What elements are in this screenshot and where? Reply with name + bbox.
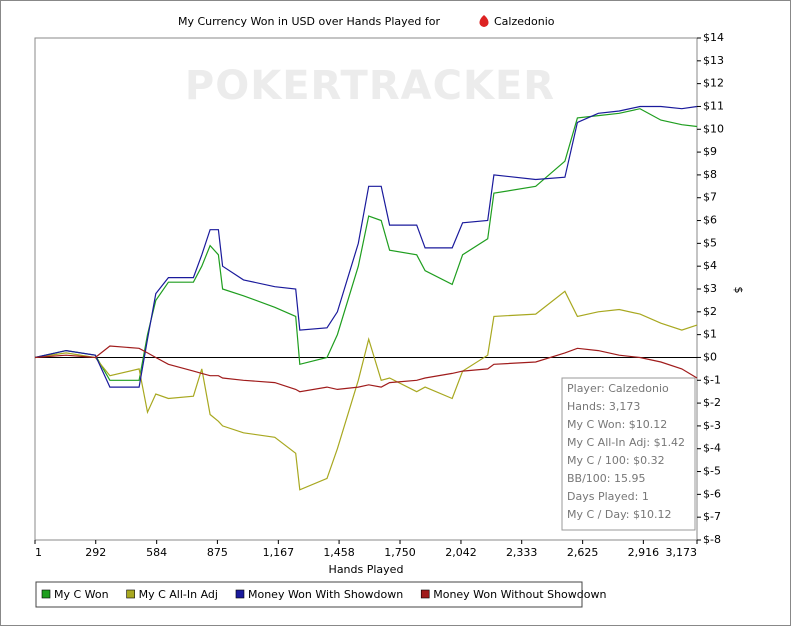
- y-tick-label: $-8: [703, 533, 721, 546]
- y-tick-label: $-1: [703, 373, 721, 386]
- y-tick-label: $-7: [703, 510, 721, 523]
- tooltip-line: Days Played: 1: [567, 490, 649, 503]
- x-tick-label: 1,458: [323, 546, 355, 559]
- y-tick-label: $-6: [703, 487, 721, 500]
- chart-title: My Currency Won in USD over Hands Played…: [178, 15, 441, 28]
- y-tick-label: $1: [703, 328, 717, 341]
- legend-swatch: [41, 589, 51, 599]
- y-tick-label: $-5: [703, 465, 721, 478]
- y-tick-label: $3: [703, 282, 717, 295]
- series-line: [34, 290, 698, 491]
- legend-label: My C All-In Adj: [139, 588, 218, 601]
- watermark: POKERTRACKER: [185, 63, 555, 109]
- y-tick-label: $5: [703, 236, 717, 249]
- y-tick-label: $11: [703, 99, 724, 112]
- x-tick-label: 2,042: [445, 546, 477, 559]
- y-tick-label: $8: [703, 168, 717, 181]
- y-tick-label: $12: [703, 77, 724, 90]
- y-tick-label: $-2: [703, 396, 721, 409]
- y-tick-label: $-3: [703, 419, 721, 432]
- y-tick-label: $6: [703, 214, 717, 227]
- y-tick-label: $2: [703, 305, 717, 318]
- legend-swatch: [420, 589, 430, 599]
- x-tick-label: 584: [146, 546, 167, 559]
- y-tick-label: $13: [703, 54, 724, 67]
- legend-label: My C Won: [54, 588, 109, 601]
- tooltip-line: My C All-In Adj: $1.42: [567, 436, 685, 449]
- y-tick-label: $7: [703, 191, 717, 204]
- spade-icon: [479, 15, 489, 27]
- x-axis-label: Hands Played: [329, 563, 404, 576]
- x-tick-label: 1,167: [263, 546, 295, 559]
- y-tick-label: $4: [703, 259, 717, 272]
- series-line: [34, 105, 698, 388]
- player-name: Calzedonio: [494, 15, 555, 28]
- y-tick-label: $-4: [703, 442, 721, 455]
- y-tick-label: $14: [703, 31, 724, 44]
- tooltip: [561, 377, 696, 531]
- x-tick-label: 2,625: [567, 546, 599, 559]
- x-tick-label: 292: [85, 546, 106, 559]
- x-tick-label: 3,173: [666, 546, 698, 559]
- x-tick-label: 2,916: [628, 546, 660, 559]
- y-tick-label: $0: [703, 350, 717, 363]
- y-tick-label: $10: [703, 122, 724, 135]
- tooltip-line: My C / Day: $10.12: [567, 508, 672, 521]
- legend-swatch: [235, 589, 245, 599]
- tooltip-line: BB/100: 15.95: [567, 472, 646, 485]
- legend-label: Money Won Without Showdown: [433, 588, 606, 601]
- legend-label: Money Won With Showdown: [248, 588, 403, 601]
- legend-swatch: [126, 589, 135, 599]
- x-tick-label: 1: [35, 546, 42, 559]
- legend: [35, 581, 583, 608]
- x-tick-label: 875: [207, 546, 228, 559]
- tooltip-line: Player: Calzedonio: [567, 382, 669, 395]
- x-tick-label: 2,333: [506, 546, 538, 559]
- tooltip-line: My C Won: $10.12: [567, 418, 667, 431]
- series-line: [34, 108, 698, 381]
- y-tick-label: $9: [703, 145, 717, 158]
- tooltip-line: Hands: 3,173: [567, 400, 640, 413]
- series-line: [34, 345, 698, 393]
- tooltip-line: My C / 100: $0.32: [567, 454, 665, 467]
- x-tick-label: 1,750: [384, 546, 416, 559]
- y-axis-label: $: [732, 287, 745, 294]
